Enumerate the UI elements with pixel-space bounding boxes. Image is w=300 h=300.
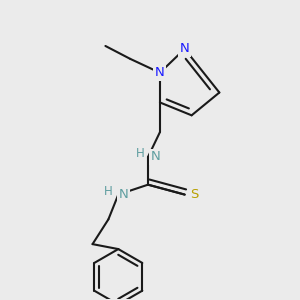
Text: H: H (136, 148, 145, 160)
Text: N: N (180, 42, 190, 56)
Text: H: H (104, 185, 113, 198)
Text: N: N (155, 66, 165, 79)
Text: S: S (190, 188, 199, 201)
Text: N: N (118, 188, 128, 201)
Text: N: N (151, 150, 161, 164)
